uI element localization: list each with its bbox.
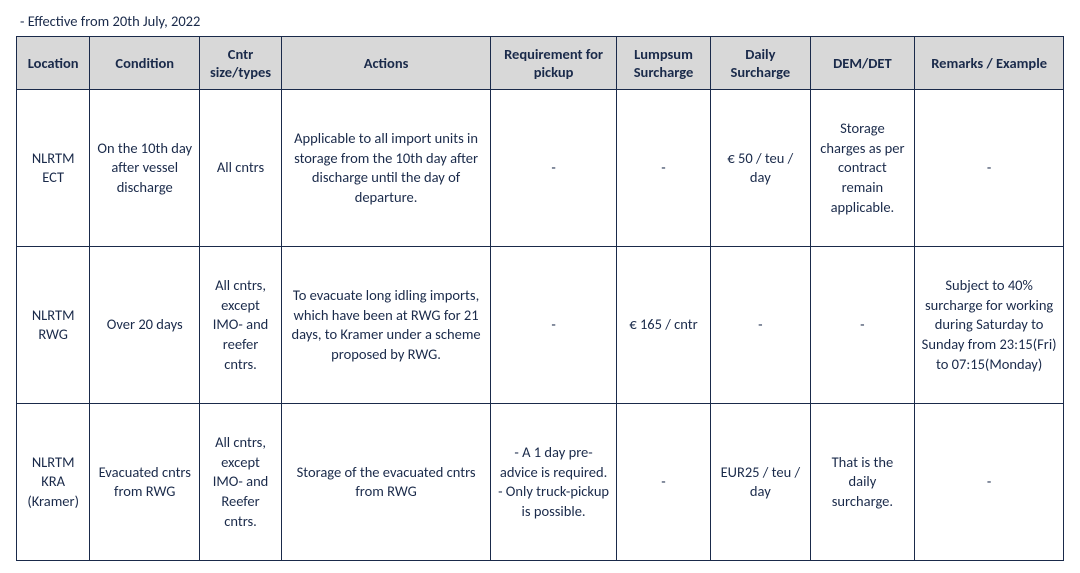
col-header-requirement: Requirement for pickup	[491, 37, 617, 90]
col-header-lumpsum: Lumpsum Surcharge	[616, 37, 710, 90]
cell-condition: On the 10th day after vessel discharge	[90, 90, 200, 247]
cell-size: All cntrs, except IMO- and Reefer cntrs.	[200, 404, 282, 561]
cell-requirement: -	[491, 90, 617, 247]
cell-demdet: That is the daily surcharge.	[810, 404, 915, 561]
cell-lumpsum: -	[616, 90, 710, 247]
table-row: NLRTM ECT On the 10th day after vessel d…	[17, 90, 1064, 247]
cell-location: NLRTM ECT	[17, 90, 90, 247]
cell-size: All cntrs	[200, 90, 282, 247]
cell-demdet: -	[810, 247, 915, 404]
cell-location: NLRTM KRA (Kramer)	[17, 404, 90, 561]
col-header-condition: Condition	[90, 37, 200, 90]
surcharge-table: Location Condition Cntr size/types Actio…	[16, 36, 1064, 561]
cell-size: All cntrs, except IMO- and reefer cntrs.	[200, 247, 282, 404]
cell-remarks: -	[915, 90, 1064, 247]
table-row: NLRTM KRA (Kramer) Evacuated cntrs from …	[17, 404, 1064, 561]
effective-date: - Effective from 20th July, 2022	[20, 12, 1064, 30]
col-header-demdet: DEM/DET	[810, 37, 915, 90]
cell-requirement: -	[491, 247, 617, 404]
cell-daily: -	[711, 247, 810, 404]
cell-requirement: - A 1 day pre-advice is required.- Only …	[491, 404, 617, 561]
cell-lumpsum: € 165 / cntr	[616, 247, 710, 404]
cell-demdet: Storage charges as per contract remain a…	[810, 90, 915, 247]
cell-actions: Storage of the evacuated cntrs from RWG	[281, 404, 490, 561]
cell-daily: € 50 / teu / day	[711, 90, 810, 247]
col-header-daily: Daily Surcharge	[711, 37, 810, 90]
cell-lumpsum: -	[616, 404, 710, 561]
cell-condition: Over 20 days	[90, 247, 200, 404]
col-header-size: Cntr size/types	[200, 37, 282, 90]
cell-remarks: Subject to 40% surcharge for working dur…	[915, 247, 1064, 404]
col-header-actions: Actions	[281, 37, 490, 90]
col-header-remarks: Remarks / Example	[915, 37, 1064, 90]
cell-condition: Evacuated cntrs from RWG	[90, 404, 200, 561]
cell-remarks: -	[915, 404, 1064, 561]
cell-location: NLRTM RWG	[17, 247, 90, 404]
cell-actions: To evacuate long idling imports, which h…	[281, 247, 490, 404]
col-header-location: Location	[17, 37, 90, 90]
table-header-row: Location Condition Cntr size/types Actio…	[17, 37, 1064, 90]
table-row: NLRTM RWG Over 20 days All cntrs, except…	[17, 247, 1064, 404]
cell-actions: Applicable to all import units in storag…	[281, 90, 490, 247]
cell-daily: EUR25 / teu / day	[711, 404, 810, 561]
